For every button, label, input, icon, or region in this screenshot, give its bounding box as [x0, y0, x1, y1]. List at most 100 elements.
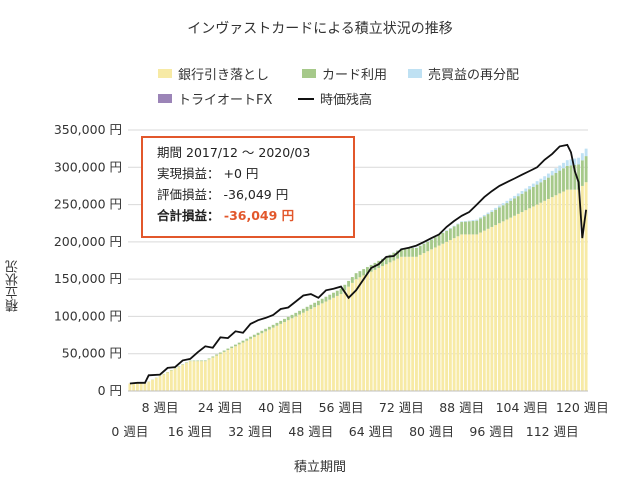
bar-bank: [192, 361, 196, 391]
bar-dividend: [497, 205, 501, 208]
bar-dividend: [456, 223, 460, 225]
bar-dividend: [546, 173, 550, 178]
bar-dividend: [452, 225, 456, 227]
bar-card: [222, 350, 226, 352]
bar-card: [482, 216, 486, 231]
y-tick-label: 0 円: [98, 383, 122, 398]
bar-card: [234, 344, 237, 347]
bar-bank: [441, 243, 445, 391]
bar-bank: [332, 297, 335, 391]
bar-card: [283, 318, 286, 323]
bar-bank: [169, 370, 173, 391]
bar-bank: [584, 182, 588, 391]
bar-bank: [350, 282, 354, 391]
period-label: 期間: [157, 145, 183, 160]
realized-value: +0 円: [223, 166, 259, 181]
bar-card: [513, 198, 516, 216]
bar-dividend: [467, 220, 471, 222]
bar-card: [267, 326, 271, 330]
bar-card: [335, 290, 339, 296]
bar-card: [520, 193, 524, 213]
legend-card-label: カード利用: [322, 68, 388, 83]
y-tick-label: 350,000 円: [54, 122, 122, 137]
bar-bank: [501, 221, 505, 391]
bar-bank: [365, 273, 369, 391]
bar-card: [505, 203, 509, 220]
bar-card: [433, 237, 437, 248]
x-tick-label: 64 週目: [349, 424, 394, 439]
total-label: 合計損益：: [157, 208, 220, 223]
x-tick-label: 48 週目: [288, 424, 333, 439]
y-axis-title: 積立状況: [6, 260, 21, 312]
bar-card: [181, 364, 185, 365]
bar-dividend: [448, 227, 452, 229]
bar-card: [309, 304, 313, 309]
x-tick-label: 40 週目: [258, 400, 303, 415]
x-tick-label: 16 週目: [168, 424, 213, 439]
legend-bank: 銀行引き落とし: [158, 64, 269, 83]
bar-bank: [430, 249, 433, 391]
bar-bank: [230, 348, 234, 391]
bar-bank: [335, 295, 339, 391]
bar-bank: [479, 232, 482, 391]
total-value: -36,049 円: [223, 208, 295, 223]
bar-card: [237, 342, 241, 345]
bar-bank: [482, 230, 486, 391]
bar-dividend: [513, 195, 516, 199]
bar-bank: [467, 234, 471, 391]
bar-bank: [252, 336, 256, 391]
bar-card: [320, 298, 324, 304]
bar-bank: [316, 305, 320, 391]
bar-card: [260, 330, 264, 334]
bar-bank: [237, 344, 241, 391]
bar-bank: [143, 383, 147, 391]
bar-card: [343, 284, 347, 291]
bar-card: [203, 360, 207, 362]
bar-bank: [267, 329, 271, 391]
bar-dividend: [494, 207, 498, 210]
bar-bank: [200, 361, 203, 391]
bar-card: [448, 228, 452, 240]
bar-bank: [215, 355, 219, 391]
bar-bank: [471, 234, 475, 391]
bar-bank: [196, 361, 200, 391]
bar-bank: [437, 245, 441, 391]
legend-value-label: 時価残高: [320, 93, 373, 108]
bar-card: [422, 243, 426, 254]
bar-bank: [234, 346, 237, 391]
bar-card: [501, 205, 505, 222]
bar-bank: [166, 372, 170, 391]
bar-bank: [249, 338, 252, 391]
bar-bank: [497, 223, 501, 391]
bar-card: [324, 296, 328, 302]
bar-card: [490, 211, 494, 227]
bar-dividend: [539, 178, 543, 183]
bar-card: [475, 220, 479, 235]
x-tick-label: 112 週目: [526, 424, 579, 439]
bar-bank: [524, 210, 528, 391]
bar-bank: [546, 198, 550, 391]
x-tick-label: 72 週目: [379, 400, 424, 415]
bar-bank: [505, 219, 509, 391]
bar-card: [313, 302, 317, 308]
bar-bank: [580, 185, 584, 391]
bar-bank: [403, 256, 407, 391]
legend-dividend: 売買益の再分配: [408, 64, 519, 83]
x-tick-label: 24 週目: [198, 400, 243, 415]
bar-dividend: [509, 198, 513, 201]
realized-label: 実現損益：: [157, 166, 220, 181]
bar-card: [565, 165, 569, 190]
bar-bank: [260, 333, 264, 391]
bar-bank: [177, 366, 181, 391]
bar-card: [516, 196, 520, 214]
bar-card: [218, 352, 222, 354]
summary-box: 期間 2017/12 ～ 2020/03 実現損益： +0 円 評価損益： -3…: [141, 136, 355, 238]
x-axis-title: 積立期間: [293, 460, 346, 475]
bar-dividend: [460, 221, 464, 223]
bar-bank: [565, 189, 569, 391]
legend-dividend-swatch: [408, 69, 422, 78]
bar-bank: [139, 383, 143, 391]
bar-bank: [320, 303, 324, 391]
bar-card: [399, 248, 403, 257]
bar-bank: [173, 368, 177, 391]
